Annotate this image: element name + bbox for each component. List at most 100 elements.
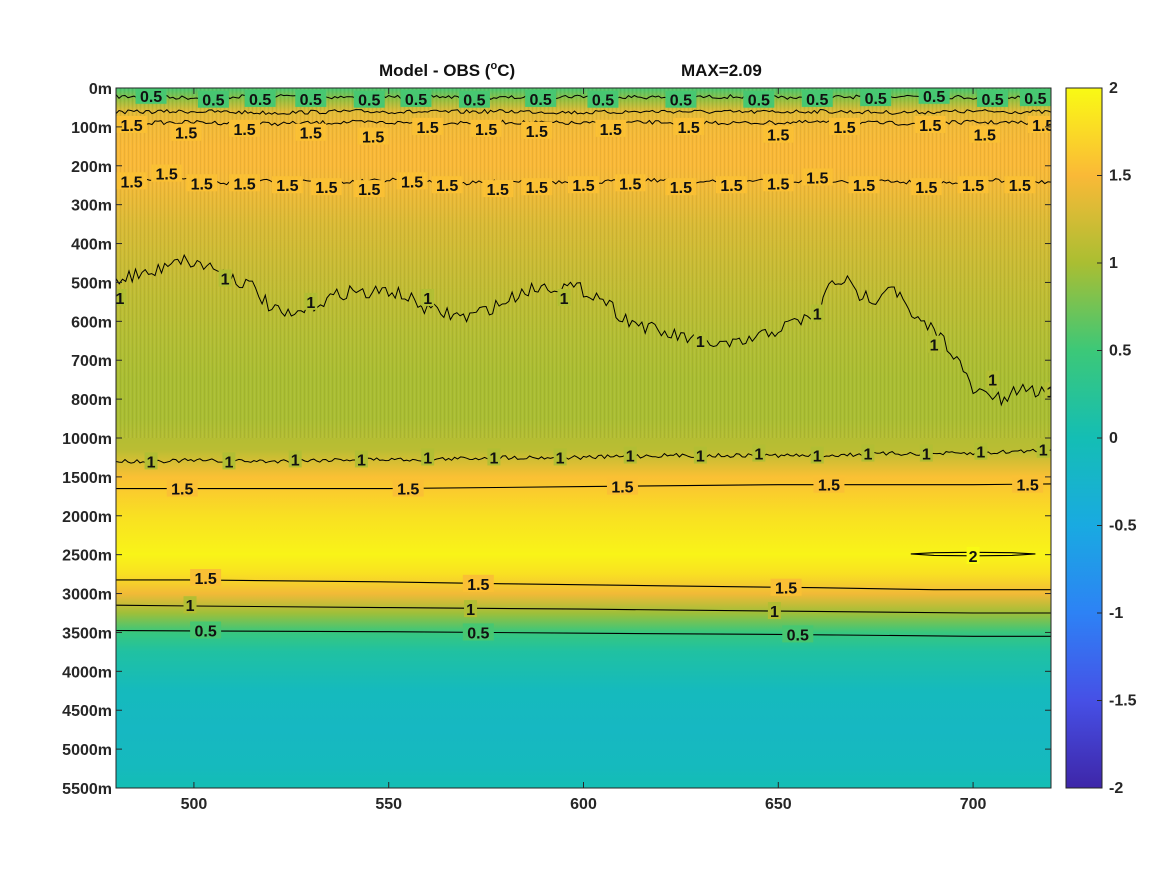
contour-label: 0.5 [806,92,828,109]
contour-label: 1.5 [720,178,742,195]
contour-label-bg [861,444,875,462]
contour-label: 1.5 [358,182,380,199]
contour-label-bg [1012,475,1044,493]
contour-label-bg [186,174,218,192]
contour-label: 1.5 [120,118,142,135]
title-left: Model - OBS ( [379,61,491,80]
y-tick-label: 600m [71,314,112,331]
contour-label: 1 [560,291,569,308]
contour-label: 1 [221,272,230,289]
contour-label-bg [568,176,599,194]
contour-label-bg [353,180,385,198]
svg-text:Model - OBS (oC): Model - OBS (oC) [379,60,515,80]
contour-label: 1.5 [915,180,937,197]
contour-label: 1.5 [487,182,509,199]
contour-label: 1.5 [962,178,984,195]
colorbar-tick-label: -1 [1109,605,1123,622]
contour-label: 1 [466,602,475,619]
contour-label: 1 [556,450,565,467]
contour-label: 0.5 [300,92,322,109]
contour-label-bg [421,289,435,306]
title-max: MAX=2.09 [681,61,762,80]
contour-label: 0.5 [405,92,427,109]
contour-label-bg [222,452,236,470]
y-tick-label: 200m [71,159,112,176]
contour-label: 1 [1039,443,1048,460]
colorbar-tick-label: -0.5 [1109,518,1137,535]
y-tick-label: 700m [71,353,112,370]
contour-label-bg [1036,440,1050,458]
colorbar-gradient-bar [1065,87,1103,789]
contour-label: 1 [1047,384,1056,401]
contour-label-bg [400,89,432,107]
contour-line-1 [116,253,1051,407]
contour-label: 1 [423,450,432,467]
y-axis-ticks: 0m 100m 200m 300m 400m 500m 600m 700m 800m 1000m 1… [62,81,1051,798]
contour-label: 0.5 [530,92,552,109]
y-tick-label: 0m [89,81,112,98]
contour-label-bg [151,164,183,182]
colorbar: 2 1.5 1 0.5 0 -0.5 -1 -1.5 -2 [1065,80,1137,797]
contour-label: 1.5 [191,176,213,193]
contour-label: 0.5 [249,92,271,109]
contour-label: 1.5 [526,124,548,141]
contour-label-bg [353,90,385,108]
contour-label: 1.5 [233,122,255,139]
contour-label-bg [462,574,494,592]
contour-label-bg [614,174,646,192]
contour-label-bg [183,596,197,614]
contour-label-bg [396,172,428,190]
contour-label-bg [829,117,861,135]
contour-label-bg [673,117,705,135]
contour-label-bg [1019,89,1051,107]
contour-label-bg [1004,176,1036,194]
contour-label-bg [244,89,276,107]
contour-label: 1.5 [775,581,797,598]
contour-label: 0.5 [592,93,614,110]
contour-label-bg [848,176,880,194]
contour-label-bg [229,174,261,192]
contour-label-bg [135,88,167,104]
contour-label: 1.5 [1017,478,1039,495]
colorbar-tick-label: 0.5 [1109,343,1131,360]
x-tick-label: 500 [181,796,208,813]
contour-label: 1.5 [233,176,255,193]
contour-label: 1.5 [974,128,996,145]
contour-lines: 0.5 0.5 0.5 0.5 0.5 0.5 0.5 0.5 0.5 0.5 0.5 0.5 0.5 0… [116,88,1056,644]
contour-label-bg [116,115,148,133]
contour-line-1 [116,448,1051,464]
colorbar-tick-label: 1.5 [1109,168,1131,185]
contour-label-bg [665,90,697,108]
contour-label-bg [957,176,989,194]
contour-label: 1.5 [417,120,439,137]
y-tick-label: 2500m [62,548,112,565]
colorbar-tick-label: -2 [1109,780,1123,797]
contour-label-bg [458,90,490,108]
contour-label-bg [716,176,748,194]
contour-label: 1.5 [467,577,489,594]
contour-label-bg [470,119,502,137]
contour-label-bg [354,450,368,468]
contour-label-bg [762,174,794,192]
contour-label-bg [229,119,261,137]
contour-label-bg [801,89,833,107]
contour-label-bg [693,331,707,349]
contour-label-bg [918,88,950,104]
contour-label-bg [392,479,424,497]
contour-label: 1.5 [401,174,423,191]
contour-label-bg [412,117,444,135]
contour-label: 1 [306,295,315,312]
contour-label: 1 [930,338,939,355]
contour-label-bg [623,446,637,464]
contour-label-bg [462,623,494,641]
contour-label-bg [190,569,222,586]
contour-label-bg [743,90,775,108]
y-tick-label: 800m [71,392,112,409]
contour-label: 1.5 [806,170,828,187]
contour-label: 1.5 [475,122,497,139]
y-tick-label: 5000m [62,742,112,759]
contour-label-bg [977,89,1009,107]
contour-label-bg [487,448,501,466]
contour-label-bg [116,289,127,306]
contour-label: 1 [863,447,872,464]
